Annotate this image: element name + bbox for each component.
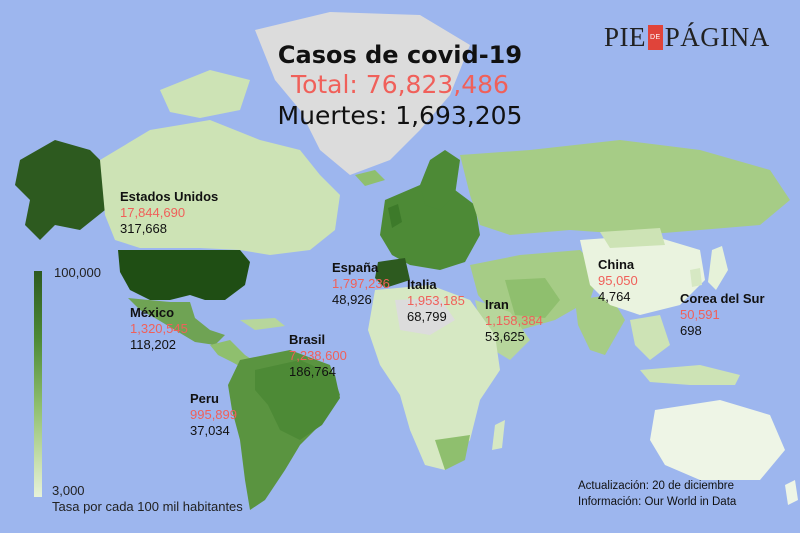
new-zealand-shape <box>785 480 798 505</box>
label-mexico: México 1,320,545 118,202 <box>130 305 188 353</box>
country-cases: 50,591 <box>680 307 720 322</box>
map-title: Casos de covid-19 <box>277 41 523 69</box>
country-deaths: 317,668 <box>120 221 167 236</box>
total-cases: Total: 76,823,486 <box>291 70 509 99</box>
country-name: Peru <box>190 391 219 406</box>
africa-shape <box>368 285 500 470</box>
country-name: España <box>332 260 379 275</box>
madagascar-shape <box>492 420 505 450</box>
canada-shape <box>100 120 340 255</box>
country-deaths: 186,764 <box>289 364 336 379</box>
south-africa-shape <box>435 435 470 470</box>
country-deaths: 698 <box>680 323 702 338</box>
greenland-shape <box>255 12 470 175</box>
caribbean-shape <box>240 318 285 330</box>
country-name: Corea del Sur <box>680 291 765 306</box>
country-name: México <box>130 305 175 320</box>
country-name: Brasil <box>289 332 326 347</box>
japan-shape <box>708 246 728 290</box>
country-cases: 1,320,545 <box>130 321 188 336</box>
legend-caption: Tasa por cada 100 mil habitantes <box>52 499 243 514</box>
country-name: Iran <box>485 297 509 312</box>
logo-middle: DE <box>648 25 663 50</box>
country-cases: 995,899 <box>190 407 237 422</box>
scandinavia-shape <box>420 150 460 210</box>
india-shape <box>575 295 625 355</box>
country-name: China <box>598 257 635 272</box>
china-shape <box>580 235 705 315</box>
russia-shape <box>460 140 790 235</box>
country-cases: 17,844,690 <box>120 205 186 220</box>
southeast-asia-shape <box>630 315 670 360</box>
label-italia: Italia 1,953,185 68,799 <box>407 277 465 325</box>
country-deaths: 4,764 <box>598 289 631 304</box>
country-name: Estados Unidos <box>120 189 219 204</box>
sahara-shape <box>395 298 455 335</box>
europe-shape <box>380 185 480 270</box>
title-block: Casos de covid-19 Total: 76,823,486 Muer… <box>240 40 560 132</box>
country-deaths: 48,926 <box>332 292 372 307</box>
country-deaths: 118,202 <box>130 337 177 352</box>
usa-shape <box>118 250 250 300</box>
brazil-shape <box>255 360 340 440</box>
brand-logo: PIE DE PÁGINA <box>604 22 770 53</box>
label-china: China 95,050 4,764 <box>598 257 638 305</box>
country-cases: 1,158,384 <box>485 313 543 328</box>
logo-right: PÁGINA <box>664 22 770 52</box>
legend-color-scale <box>34 271 42 497</box>
iran-shape <box>505 278 560 318</box>
label-peru: Peru 995,899 37,034 <box>190 391 237 439</box>
country-name: Italia <box>407 277 437 292</box>
indonesia-shape <box>640 365 740 385</box>
label-iran: Iran 1,158,384 53,625 <box>485 297 543 345</box>
uk-shape <box>388 204 402 228</box>
footer-notes: Actualización: 20 de diciembre Informaci… <box>578 478 736 510</box>
alaska-shape <box>15 140 110 240</box>
data-source: Información: Our World in Data <box>578 496 737 508</box>
mexico-shape <box>128 298 225 345</box>
country-deaths: 53,625 <box>485 329 525 344</box>
country-deaths: 37,034 <box>190 423 230 438</box>
korea-shape <box>690 268 702 287</box>
total-deaths: Muertes: 1,693,205 <box>277 101 523 130</box>
iberia-shape <box>375 258 410 288</box>
update-date: Actualización: 20 de diciembre <box>578 480 734 492</box>
australia-shape <box>650 400 785 480</box>
legend-max-label: 100,000 <box>54 265 101 280</box>
country-cases: 1,797,236 <box>332 276 390 291</box>
country-cases: 95,050 <box>598 273 638 288</box>
country-cases: 1,953,185 <box>407 293 465 308</box>
logo-left: PIE <box>604 22 646 52</box>
label-corea-del-sur: Corea del Sur 50,591 698 <box>680 291 765 339</box>
label-brasil: Brasil 7,238,600 186,764 <box>289 332 347 380</box>
mongolia-shape <box>600 228 665 248</box>
iceland-shape <box>355 170 385 186</box>
label-estados-unidos: Estados Unidos 17,844,690 317,668 <box>120 189 218 237</box>
country-deaths: 68,799 <box>407 309 447 324</box>
legend-min-label: 3,000 <box>52 483 85 498</box>
country-cases: 7,238,600 <box>289 348 347 363</box>
label-espana: España 1,797,236 48,926 <box>332 260 390 308</box>
arctic-islands-shape <box>160 70 250 118</box>
